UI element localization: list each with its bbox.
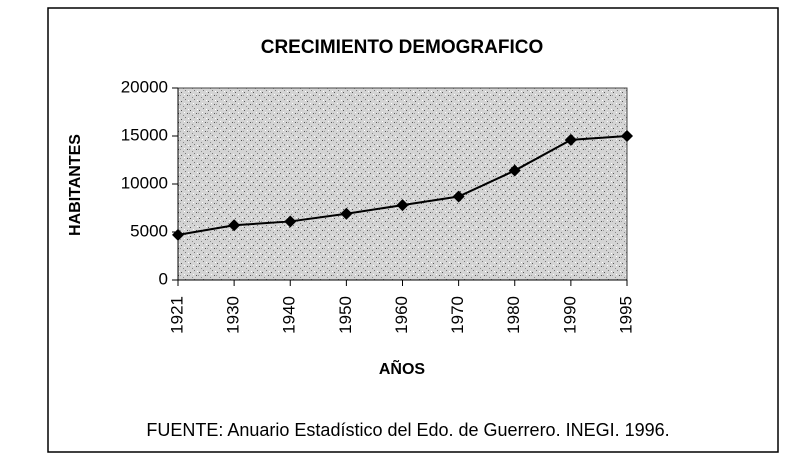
y-axis-label: HABITANTES — [67, 134, 84, 236]
x-tick-label: 1980 — [504, 296, 523, 334]
y-tick-label: 10000 — [121, 173, 168, 192]
x-tick-label: 1950 — [336, 296, 355, 334]
plot-area — [177, 87, 628, 281]
data-point — [284, 215, 297, 228]
x-tick-label: 1940 — [280, 296, 299, 334]
data-point — [452, 190, 465, 203]
y-tick-label: 15000 — [121, 125, 168, 144]
x-tick-label: 1970 — [448, 296, 467, 334]
frame — [47, 7, 779, 453]
x-tick-label: 1995 — [616, 296, 635, 334]
x-tick-label: 1921 — [167, 296, 186, 334]
x-tick-label: 1960 — [392, 296, 411, 334]
data-point — [396, 199, 409, 212]
chart-title: CRECIMIENTO DEMOGRAFICO — [261, 37, 544, 58]
data-point — [172, 228, 184, 241]
data-point — [508, 164, 521, 177]
data-point — [228, 219, 241, 232]
data-point — [621, 130, 633, 142]
y-tick-label: 20000 — [121, 77, 168, 96]
data-point — [564, 133, 577, 146]
y-tick-label: 5000 — [130, 221, 168, 240]
x-axis-label: AÑOS — [379, 358, 426, 378]
y-tick-label: 0 — [159, 269, 168, 288]
data-point — [340, 207, 353, 220]
x-tick-label: 1990 — [560, 296, 579, 334]
source-note: FUENTE: Anuario Estadístico del Edo. de … — [146, 420, 669, 440]
x-tick-label: 1930 — [224, 296, 243, 334]
